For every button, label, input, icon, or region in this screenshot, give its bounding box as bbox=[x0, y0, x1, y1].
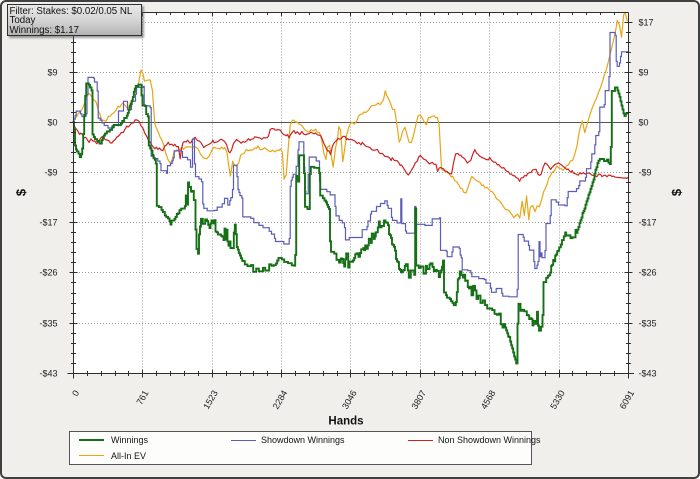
svg-text:-$35: -$35 bbox=[639, 319, 657, 329]
svg-text:-$17: -$17 bbox=[639, 218, 657, 228]
svg-text:-$26: -$26 bbox=[39, 268, 57, 278]
svg-text:$9: $9 bbox=[639, 68, 649, 78]
svg-text:-$17: -$17 bbox=[39, 218, 57, 228]
svg-text:3046: 3046 bbox=[340, 389, 359, 411]
svg-text:761: 761 bbox=[134, 389, 150, 407]
svg-text:$: $ bbox=[14, 188, 29, 196]
svg-text:-$26: -$26 bbox=[639, 268, 657, 278]
svg-text:0: 0 bbox=[70, 389, 81, 398]
svg-text:-$43: -$43 bbox=[39, 369, 57, 379]
svg-text:3807: 3807 bbox=[409, 389, 428, 411]
svg-text:5330: 5330 bbox=[548, 389, 567, 411]
svg-text:-$9: -$9 bbox=[639, 168, 652, 178]
svg-text:4568: 4568 bbox=[479, 389, 498, 411]
svg-text:-$9: -$9 bbox=[44, 168, 57, 178]
svg-text:2284: 2284 bbox=[271, 389, 290, 411]
svg-text:$0: $0 bbox=[639, 118, 649, 128]
svg-text:$9: $9 bbox=[47, 68, 57, 78]
svg-text:1523: 1523 bbox=[201, 389, 220, 411]
svg-text:$0: $0 bbox=[47, 118, 57, 128]
svg-text:Hands: Hands bbox=[328, 416, 363, 428]
svg-text:$: $ bbox=[669, 188, 684, 196]
svg-text:6091: 6091 bbox=[618, 389, 637, 411]
svg-text:-$35: -$35 bbox=[39, 319, 57, 329]
svg-text:$17: $17 bbox=[639, 18, 654, 28]
svg-text:-$43: -$43 bbox=[639, 369, 657, 379]
